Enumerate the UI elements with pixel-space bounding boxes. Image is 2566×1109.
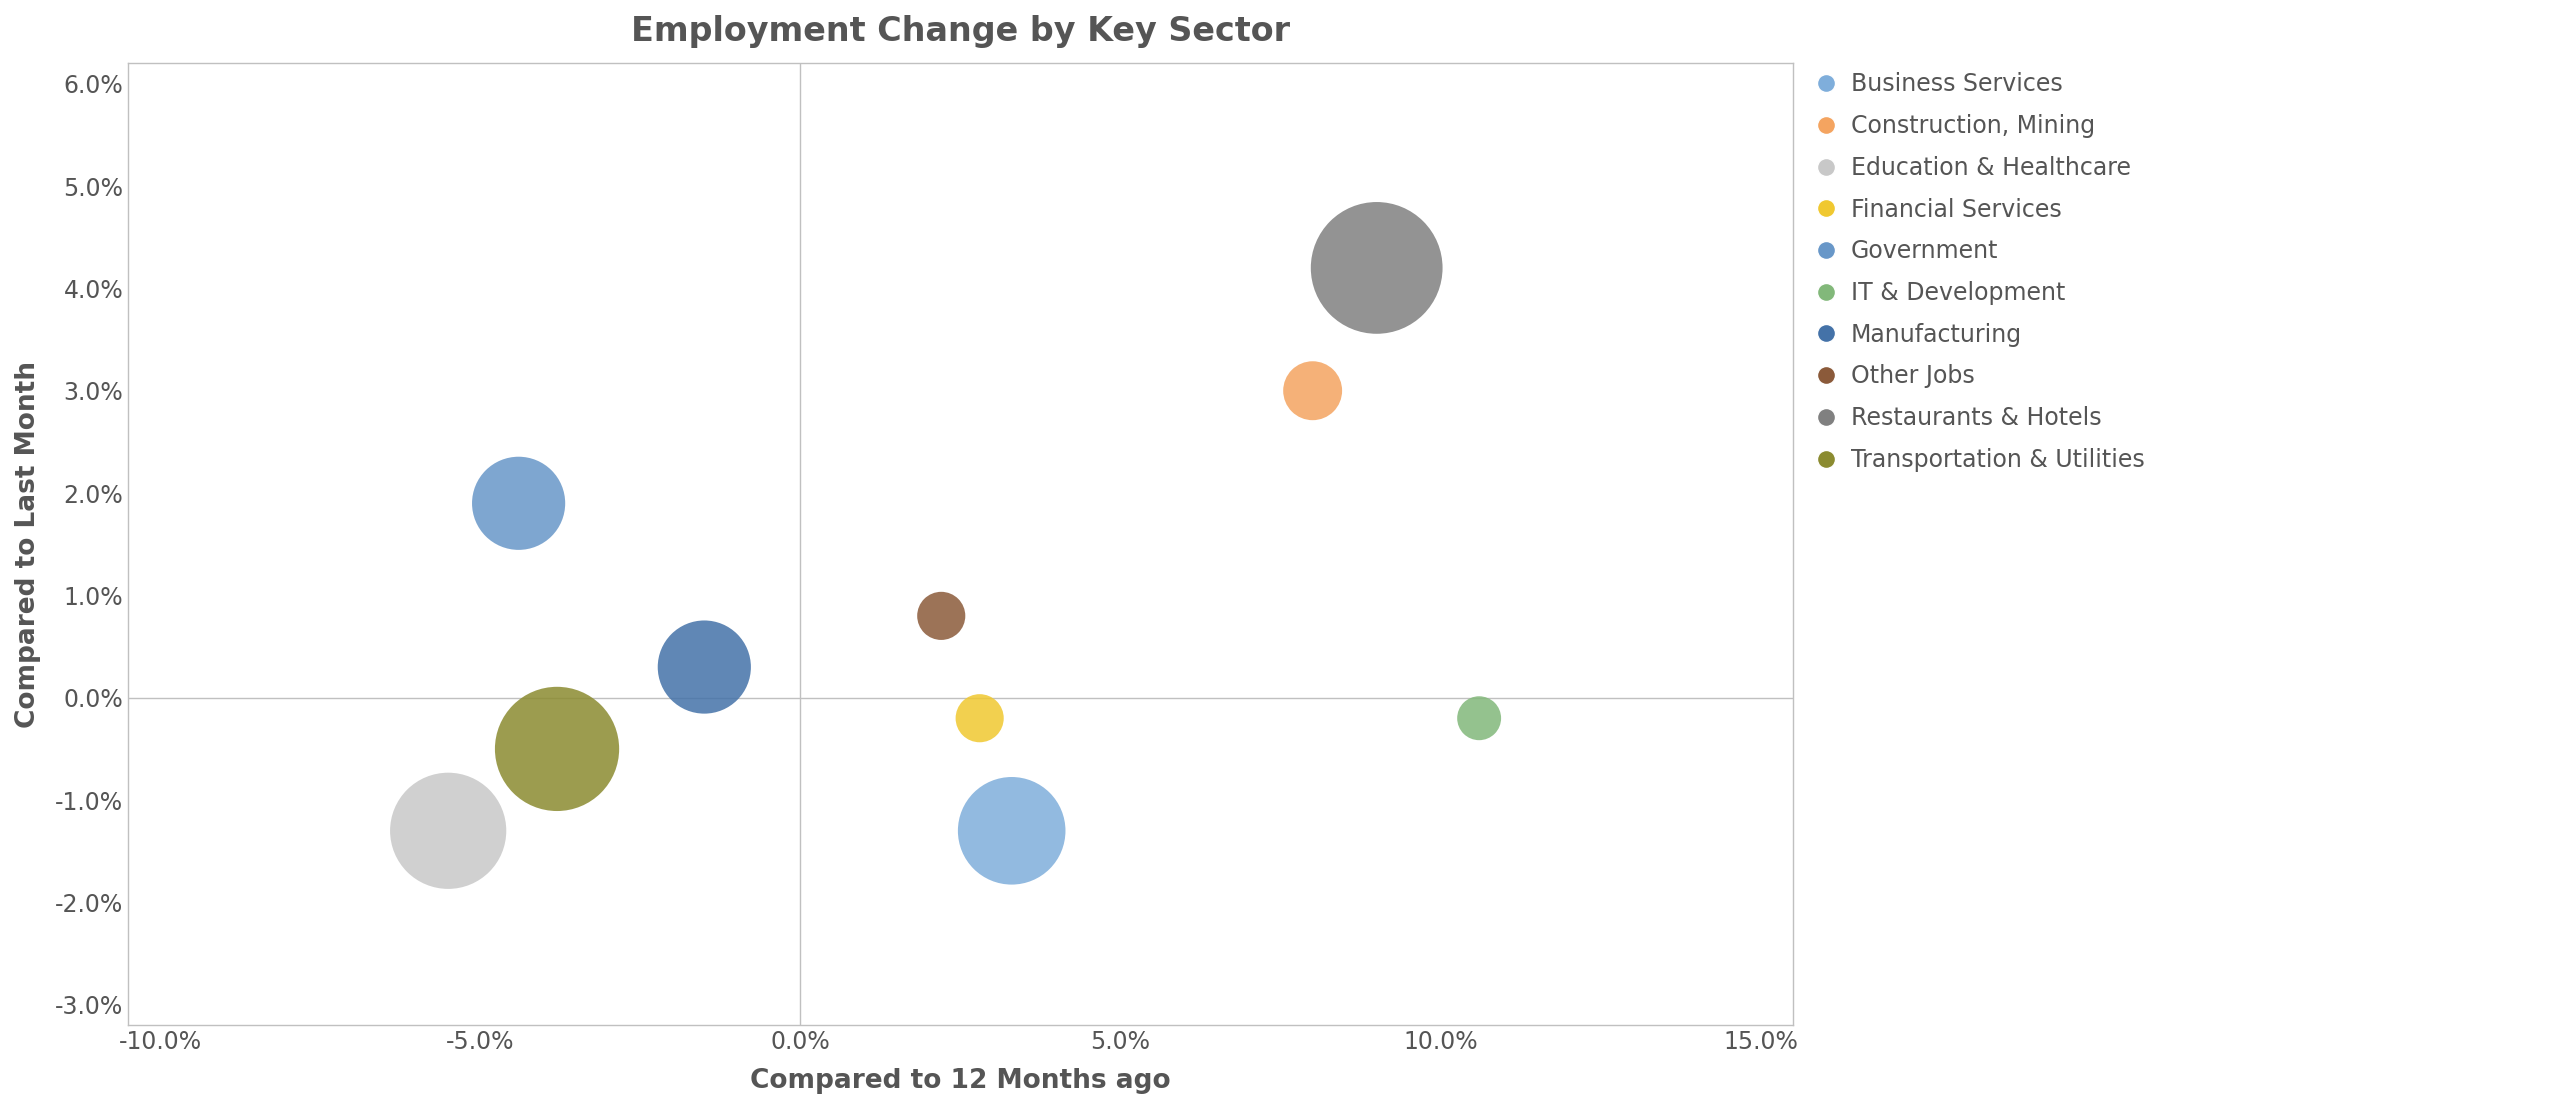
Point bbox=[683, 658, 724, 675]
Y-axis label: Compared to Last Month: Compared to Last Month bbox=[15, 360, 41, 728]
Point bbox=[536, 740, 577, 757]
Title: Employment Change by Key Sector: Employment Change by Key Sector bbox=[631, 16, 1291, 48]
Point bbox=[1457, 710, 1499, 728]
Point bbox=[1357, 260, 1398, 277]
Legend: Business Services, Construction, Mining, Education & Healthcare, Financial Servi: Business Services, Construction, Mining,… bbox=[1814, 65, 2153, 479]
Point bbox=[429, 822, 470, 840]
Point bbox=[960, 710, 1001, 728]
Point bbox=[990, 822, 1032, 840]
Point bbox=[498, 495, 539, 512]
X-axis label: Compared to 12 Months ago: Compared to 12 Months ago bbox=[749, 1068, 1170, 1093]
Point bbox=[921, 607, 962, 624]
Point bbox=[1293, 381, 1334, 399]
